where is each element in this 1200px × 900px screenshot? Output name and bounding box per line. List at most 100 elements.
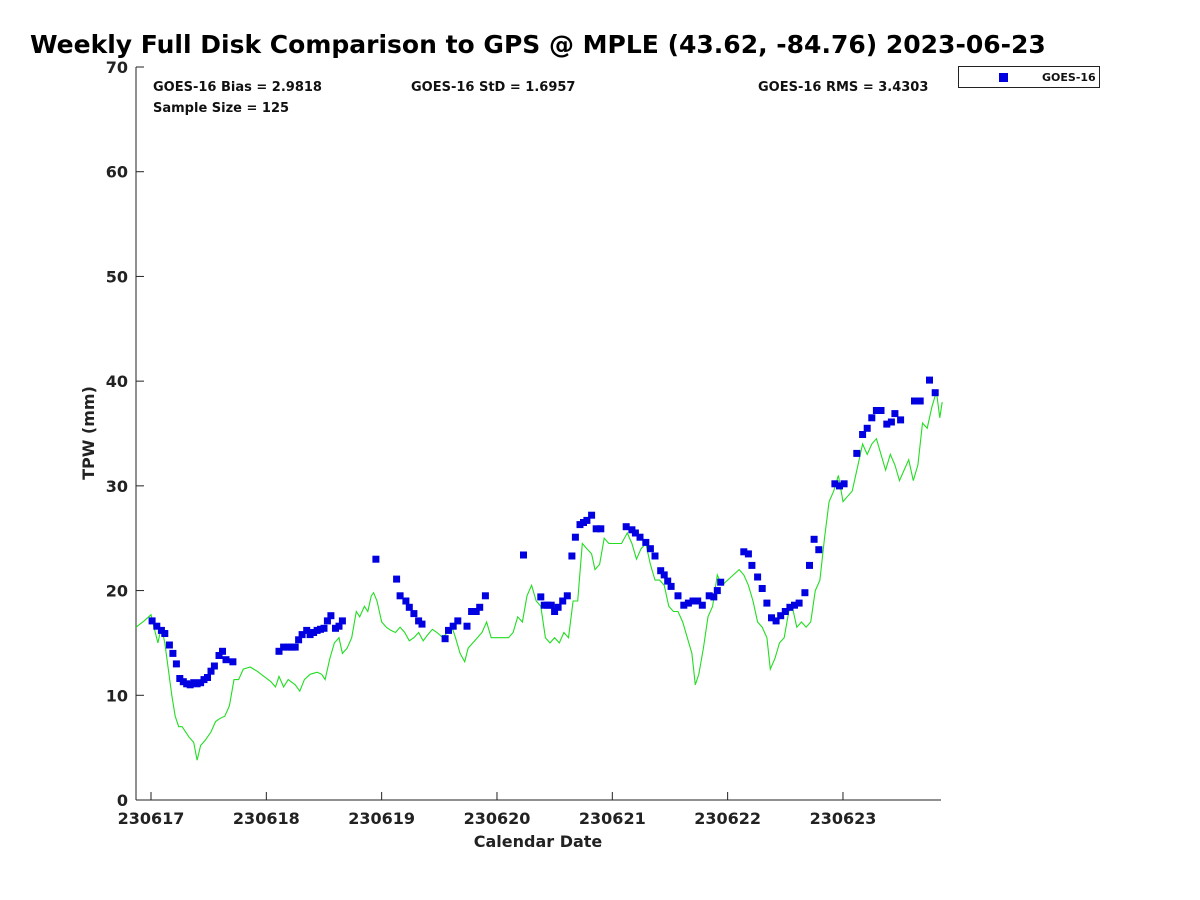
goes16-point-52 — [463, 622, 471, 630]
goes16-point-76 — [631, 529, 639, 537]
x-tick-label-230623: 230623 — [810, 809, 877, 828]
goes16-point-36 — [327, 612, 335, 620]
goes16-point-78 — [642, 538, 650, 546]
y-tick-label-20: 20 — [106, 582, 128, 601]
goes16-point-86 — [680, 601, 688, 609]
goes16-point-88 — [689, 597, 697, 605]
goes16-point-115 — [853, 449, 861, 457]
goes16-point-81 — [657, 567, 665, 575]
goes16-point-64 — [559, 597, 567, 605]
goes16-point-56 — [481, 592, 489, 600]
goes16-point-35 — [323, 617, 331, 625]
sample-size-stat: Sample Size = 125 — [153, 101, 290, 116]
bias-stat: GOES-16 Bias = 2.9818 — [153, 80, 322, 95]
goes16-point-62 — [551, 608, 559, 615]
goes16-point-40 — [372, 555, 380, 563]
goes16-point-103 — [777, 612, 785, 620]
goes16-point-109 — [806, 561, 813, 569]
goes16-point-111 — [815, 546, 823, 554]
goes16-point-0 — [148, 617, 156, 625]
goes16-point-108 — [801, 589, 809, 597]
goes16-point-95 — [740, 548, 748, 556]
goes16-point-80 — [651, 552, 659, 560]
legend: GOES-16 — [958, 66, 1100, 88]
goes16-point-79 — [646, 545, 654, 553]
y-axis-label: TPW (mm) — [79, 386, 98, 480]
goes16-point-118 — [868, 414, 876, 422]
goes16-point-55 — [476, 603, 484, 611]
goes16-point-90 — [698, 601, 706, 609]
goes16-point-122 — [887, 418, 895, 426]
goes16-point-125 — [911, 397, 918, 405]
goes16-point-4 — [165, 641, 173, 649]
goes16-point-27 — [295, 636, 303, 644]
goes16-point-50 — [449, 622, 457, 630]
goes16-point-29 — [303, 626, 311, 634]
y-tick-label-30: 30 — [106, 477, 128, 496]
std-stat: GOES-16 StD = 1.6957 — [411, 80, 576, 95]
goes16-point-38 — [335, 622, 343, 630]
legend-label-goes16: GOES-16 — [1042, 71, 1096, 84]
goes16-point-20 — [222, 656, 230, 664]
goes16-point-105 — [786, 603, 794, 611]
goes16-point-98 — [754, 573, 762, 581]
goes16-point-114 — [840, 480, 848, 488]
goes16-point-45 — [410, 610, 418, 618]
goes16-point-87 — [684, 599, 692, 607]
goes16-point-100 — [763, 599, 771, 607]
x-tick-label-230618: 230618 — [233, 809, 300, 828]
goes16-point-73 — [597, 525, 605, 533]
gps-tpw-line — [135, 391, 943, 761]
goes16-point-116 — [859, 431, 867, 438]
goes16-point-28 — [298, 631, 306, 639]
goes16-point-113 — [836, 482, 843, 490]
goes16-point-96 — [744, 550, 752, 558]
goes16-point-104 — [781, 608, 789, 615]
y-tick-label-70: 70 — [106, 58, 128, 77]
goes16-point-17 — [210, 662, 218, 670]
chart-title: Weekly Full Disk Comparison to GPS @ MPL… — [30, 30, 1046, 59]
goes16-point-128 — [931, 389, 939, 397]
goes16-point-44 — [405, 603, 413, 611]
x-tick-label-230621: 230621 — [579, 809, 646, 828]
y-tick-label-60: 60 — [106, 163, 128, 182]
goes16-point-121 — [883, 420, 891, 428]
goes16-point-15 — [204, 674, 211, 681]
goes-series-layer — [148, 376, 939, 689]
goes16-point-58 — [537, 593, 545, 601]
goes16-point-102 — [772, 617, 780, 625]
goes16-point-89 — [694, 597, 702, 605]
goes16-point-23 — [280, 643, 288, 651]
goes16-point-51 — [454, 617, 462, 625]
goes16-point-106 — [791, 601, 798, 609]
goes16-point-61 — [547, 601, 555, 609]
goes16-point-19 — [219, 647, 226, 655]
axes-layer: 0 10 20 30 40 50 60 70 230617 230618 230619 230620 2… — [106, 58, 941, 828]
goes16-point-48 — [441, 635, 449, 643]
goes16-point-127 — [926, 376, 933, 384]
x-axis-label: Calendar Date — [474, 832, 603, 851]
x-tick-label-230622: 230622 — [694, 809, 761, 828]
goes16-point-53 — [468, 608, 476, 615]
goes16-point-18 — [215, 652, 223, 659]
rms-stat: GOES-16 RMS = 3.4303 — [758, 80, 929, 95]
x-tick-label-230619: 230619 — [348, 809, 415, 828]
goes16-point-83 — [664, 577, 672, 585]
x-tick-label-230620: 230620 — [464, 809, 531, 828]
goes16-point-123 — [891, 410, 899, 418]
goes16-point-71 — [588, 511, 596, 519]
goes16-point-92 — [710, 593, 718, 601]
goes16-point-91 — [705, 592, 713, 600]
goes16-point-43 — [402, 597, 410, 605]
goes16-point-49 — [445, 626, 452, 634]
goes16-point-65 — [563, 592, 571, 600]
goes16-point-126 — [916, 397, 924, 405]
goes16-point-42 — [396, 592, 404, 600]
goes16-point-66 — [568, 552, 576, 560]
gps-series-layer — [135, 391, 943, 761]
goes16-point-120 — [877, 407, 885, 414]
goes16-point-26 — [291, 643, 299, 651]
goes16-point-119 — [872, 407, 880, 414]
goes16-point-22 — [275, 647, 283, 655]
goes16-point-21 — [229, 658, 237, 666]
